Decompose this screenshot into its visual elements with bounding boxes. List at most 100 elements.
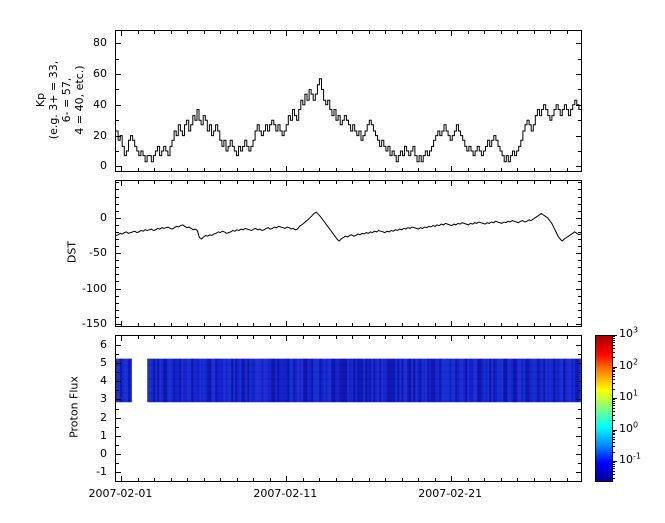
colorbar-minor-tick-mark — [613, 464, 615, 466]
flux-band-stripe — [227, 358, 230, 403]
flux-band-stripe — [429, 358, 432, 403]
flux-band-row-line — [147, 385, 581, 387]
flux-band-stripe — [501, 358, 504, 403]
y-tick-label: 0 — [100, 446, 107, 460]
flux-band-stripe — [545, 358, 548, 403]
flux-band-stripe — [130, 358, 132, 403]
colorbar-tick-label: 100 — [619, 419, 639, 435]
flux-band-stripe — [355, 358, 358, 403]
flux-band-stripe — [241, 358, 244, 403]
flux-band-stripe — [435, 358, 438, 403]
flux-band-row-line — [116, 364, 132, 366]
flux-band-stripe — [179, 358, 182, 403]
flux-band-stripe — [171, 358, 174, 403]
flux-band-stripe — [503, 358, 506, 403]
flux-band-stripe — [263, 358, 266, 403]
flux-band-stripe — [175, 358, 178, 403]
flux-band-stripe — [449, 358, 452, 403]
y-tick-label: 5 — [100, 355, 107, 369]
flux-band-stripe — [413, 358, 416, 403]
colorbar-minor-tick-mark — [613, 451, 615, 453]
colorbar-minor-tick-mark — [613, 407, 615, 409]
y-tick-label: -50 — [89, 245, 107, 259]
colorbar-minor-tick-mark — [613, 462, 615, 464]
flux-band-stripe — [281, 358, 284, 403]
flux-band-row-line — [116, 378, 132, 380]
colorbar-minor-tick-mark — [613, 430, 615, 432]
flux-band-stripe — [531, 358, 534, 403]
flux-band-stripe — [261, 358, 264, 403]
flux-band-stripe — [183, 358, 186, 403]
flux-band-stripe — [479, 358, 482, 403]
flux-band-stripe — [267, 358, 270, 403]
flux-band-stripe — [455, 358, 458, 403]
flux-band-stripe — [325, 358, 328, 403]
flux-band-stripe — [124, 358, 126, 403]
colorbar-minor-tick-mark — [613, 439, 615, 440]
flux-band-stripe — [287, 358, 290, 403]
flux-band-stripe — [213, 358, 216, 403]
y-tick-label: 0 — [100, 210, 107, 224]
flux-band-stripe — [293, 358, 296, 403]
flux-band-stripe — [197, 358, 200, 403]
flux-band-stripe — [211, 358, 214, 403]
flux-band-stripe — [573, 358, 576, 403]
proton-flux-band — [116, 358, 581, 403]
colorbar-minor-tick-mark — [613, 401, 615, 403]
flux-band-stripe — [295, 358, 298, 403]
flux-band-stripe — [405, 358, 408, 403]
flux-band-stripe — [553, 358, 556, 403]
flux-band-stripe — [155, 358, 158, 403]
flux-band-stripe — [447, 358, 450, 403]
flux-band-stripe — [427, 358, 430, 403]
colorbar-minor-tick-mark — [613, 446, 615, 447]
flux-band-stripe — [579, 358, 581, 403]
flux-band-row-line — [116, 399, 132, 401]
flux-band-stripe — [157, 358, 160, 403]
flux-band-stripe — [477, 358, 480, 403]
colorbar-minor-tick-mark — [613, 383, 615, 384]
kp-line — [116, 78, 581, 163]
flux-band-stripe — [383, 358, 386, 403]
flux-band-stripe — [385, 358, 388, 403]
flux-band-stripe — [169, 358, 172, 403]
y-tick-label: 20 — [93, 128, 107, 142]
flux-band-stripe — [557, 358, 560, 403]
flux-band-stripe — [397, 358, 400, 403]
flux-band-stripe — [299, 358, 302, 403]
flux-band-stripe — [461, 358, 464, 403]
flux-band-stripe — [437, 358, 440, 403]
flux-band-stripe — [243, 358, 246, 403]
flux-band-stripe — [199, 358, 202, 403]
colorbar-tick-exponent: 1 — [633, 388, 639, 398]
dst-plot-area — [116, 181, 581, 326]
flux-band-stripe — [203, 358, 206, 403]
flux-band-stripe — [195, 358, 198, 403]
flux-band-stripe — [481, 358, 484, 403]
colorbar-tick-label: 10-1 — [619, 451, 641, 466]
flux-band-stripe — [279, 358, 282, 403]
flux-band-stripe — [349, 358, 352, 403]
flux-band-stripe — [337, 358, 340, 403]
flux-band-stripe — [161, 358, 164, 403]
flux-band-row-line — [147, 371, 581, 373]
flux-band-stripe — [519, 358, 522, 403]
flux-band-stripe — [463, 358, 466, 403]
flux-band-stripe — [277, 358, 280, 403]
y-tick-label: 1 — [100, 428, 107, 442]
colorbar-minor-tick-mark — [613, 442, 615, 443]
flux-band-stripe — [315, 358, 318, 403]
flux-band-stripe — [269, 358, 272, 403]
flux-band-stripe — [317, 358, 320, 403]
flux-band-stripe — [189, 358, 192, 403]
flux-band-stripe — [205, 358, 208, 403]
flux-band-stripe — [511, 358, 514, 403]
colorbar-minor-tick-mark — [613, 357, 615, 358]
flux-band-stripe — [375, 358, 378, 403]
flux-band-stripe — [515, 358, 518, 403]
kp-tick-marks — [116, 31, 581, 171]
flux-band-stripe — [151, 358, 154, 403]
colorbar-gradient — [596, 336, 612, 481]
colorbar-minor-tick-mark — [613, 405, 615, 406]
colorbar-minor-tick-mark — [613, 410, 615, 412]
